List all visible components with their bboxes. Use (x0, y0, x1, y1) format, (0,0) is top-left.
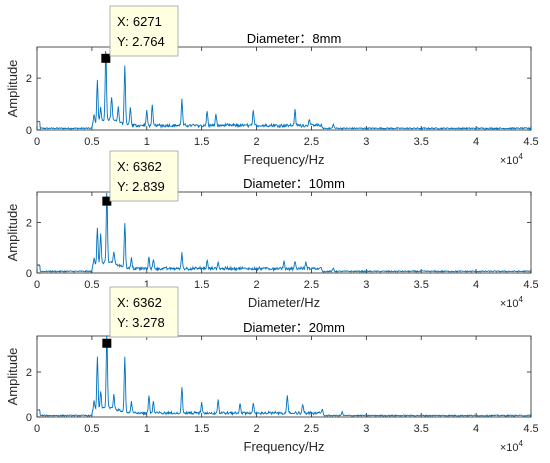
datatip-x-value: X: 6271 (117, 14, 162, 29)
y-tick-label: 0 (26, 125, 32, 137)
x-tick-label: 4.5 (523, 136, 538, 148)
datatip-marker[interactable] (101, 53, 111, 63)
datatip-y-value: Y: 3.278 (117, 315, 165, 330)
axes-box (36, 46, 532, 131)
spectrum-series-line (36, 335, 532, 417)
x-tick-label: 1 (144, 136, 150, 148)
x-tick-label: 2 (253, 279, 259, 291)
x-tick-label: 2.5 (304, 136, 319, 148)
y-tick-label: 2 (26, 73, 32, 85)
datatip-y-value: Y: 2.764 (117, 34, 165, 49)
x-tick-label: 2.5 (304, 423, 319, 435)
x-tick-label: 2.5 (304, 279, 319, 291)
datatip[interactable]: X: 6271 Y: 2.764 (109, 5, 179, 57)
plot-title: Diameter：8mm (247, 31, 342, 46)
x-tick-label: 1 (144, 423, 150, 435)
plot-title: Diameter：10mm (243, 176, 345, 191)
y-tick-label: 2 (26, 367, 32, 379)
datatip-box (109, 286, 179, 338)
axes-box (36, 191, 532, 274)
datatip-y-value: Y: 2.839 (117, 179, 165, 194)
subplot-2: 0 0.5 1 1.5 2 2.5 3 3.5 4 4.5 0 2 Diameter：10mm Diame… (5, 150, 539, 310)
spectrum-series-line (36, 51, 532, 131)
datatip-x-value: X: 6362 (117, 159, 162, 174)
y-axis-label: Amplitude (5, 204, 20, 262)
y-axis-label: Amplitude (5, 348, 20, 406)
y-axis-label: Amplitude (5, 60, 20, 118)
datatip-marker[interactable] (102, 196, 112, 206)
x-multiplier: ×104 (500, 439, 524, 454)
x-tick-label: 3.5 (414, 279, 429, 291)
x-tick-label: 2 (253, 136, 259, 148)
x-tick-label: 4 (473, 423, 479, 435)
y-tick-label: 2 (26, 217, 32, 229)
datatip-box (109, 5, 179, 57)
x-multiplier: ×104 (500, 295, 524, 310)
subplot-3: 0 0.5 1 1.5 2 2.5 3 3.5 4 4.5 0 2 Diameter：20mm Frequ… (5, 286, 539, 454)
x-tick-label: 1.5 (194, 423, 209, 435)
x-tick-label: 3 (363, 423, 369, 435)
x-tick-label: 3.5 (414, 423, 429, 435)
datatip[interactable]: X: 6362 Y: 3.278 (109, 286, 179, 338)
x-tick-label: 3.5 (414, 136, 429, 148)
x-tick-label: 4.5 (523, 423, 538, 435)
x-tick-label: 1 (144, 279, 150, 291)
datatip-x-value: X: 6362 (117, 295, 162, 310)
x-tick-label: 0.5 (84, 423, 99, 435)
plot-title: Diameter：20mm (243, 320, 345, 335)
subplot-1: 0 0.5 1 1.5 2 2.5 3 3.5 4 4.5 0 2 Diameter：8mm Freque… (5, 5, 539, 167)
x-tick-label: 4.5 (523, 279, 538, 291)
x-tick-label: 0 (34, 423, 40, 435)
x-tick-label: 0 (34, 279, 40, 291)
x-multiplier: ×104 (500, 152, 524, 167)
x-tick-label: 0.5 (84, 136, 99, 148)
x-tick-label: 1.5 (194, 279, 209, 291)
y-tick-label: 0 (26, 412, 32, 424)
x-tick-label: 3 (363, 136, 369, 148)
spectrum-series-line (36, 192, 532, 273)
x-tick-label: 1.5 (194, 136, 209, 148)
y-tick-label: 0 (26, 268, 32, 280)
x-axis-label: Diameter/Hz (248, 295, 320, 310)
x-tick-label: 4 (473, 279, 479, 291)
x-tick-label: 2 (253, 423, 259, 435)
x-tick-label: 4 (473, 136, 479, 148)
axes-box (36, 335, 532, 418)
x-tick-label: 0.5 (84, 279, 99, 291)
datatip-marker[interactable] (102, 338, 112, 348)
datatip[interactable]: X: 6362 Y: 2.839 (109, 150, 179, 202)
x-tick-label: 3 (363, 279, 369, 291)
datatip-box (109, 150, 179, 202)
x-tick-label: 0 (34, 136, 40, 148)
x-axis-label: Frequency/Hz (244, 439, 325, 454)
x-axis-label: Frequency/Hz (244, 152, 325, 167)
